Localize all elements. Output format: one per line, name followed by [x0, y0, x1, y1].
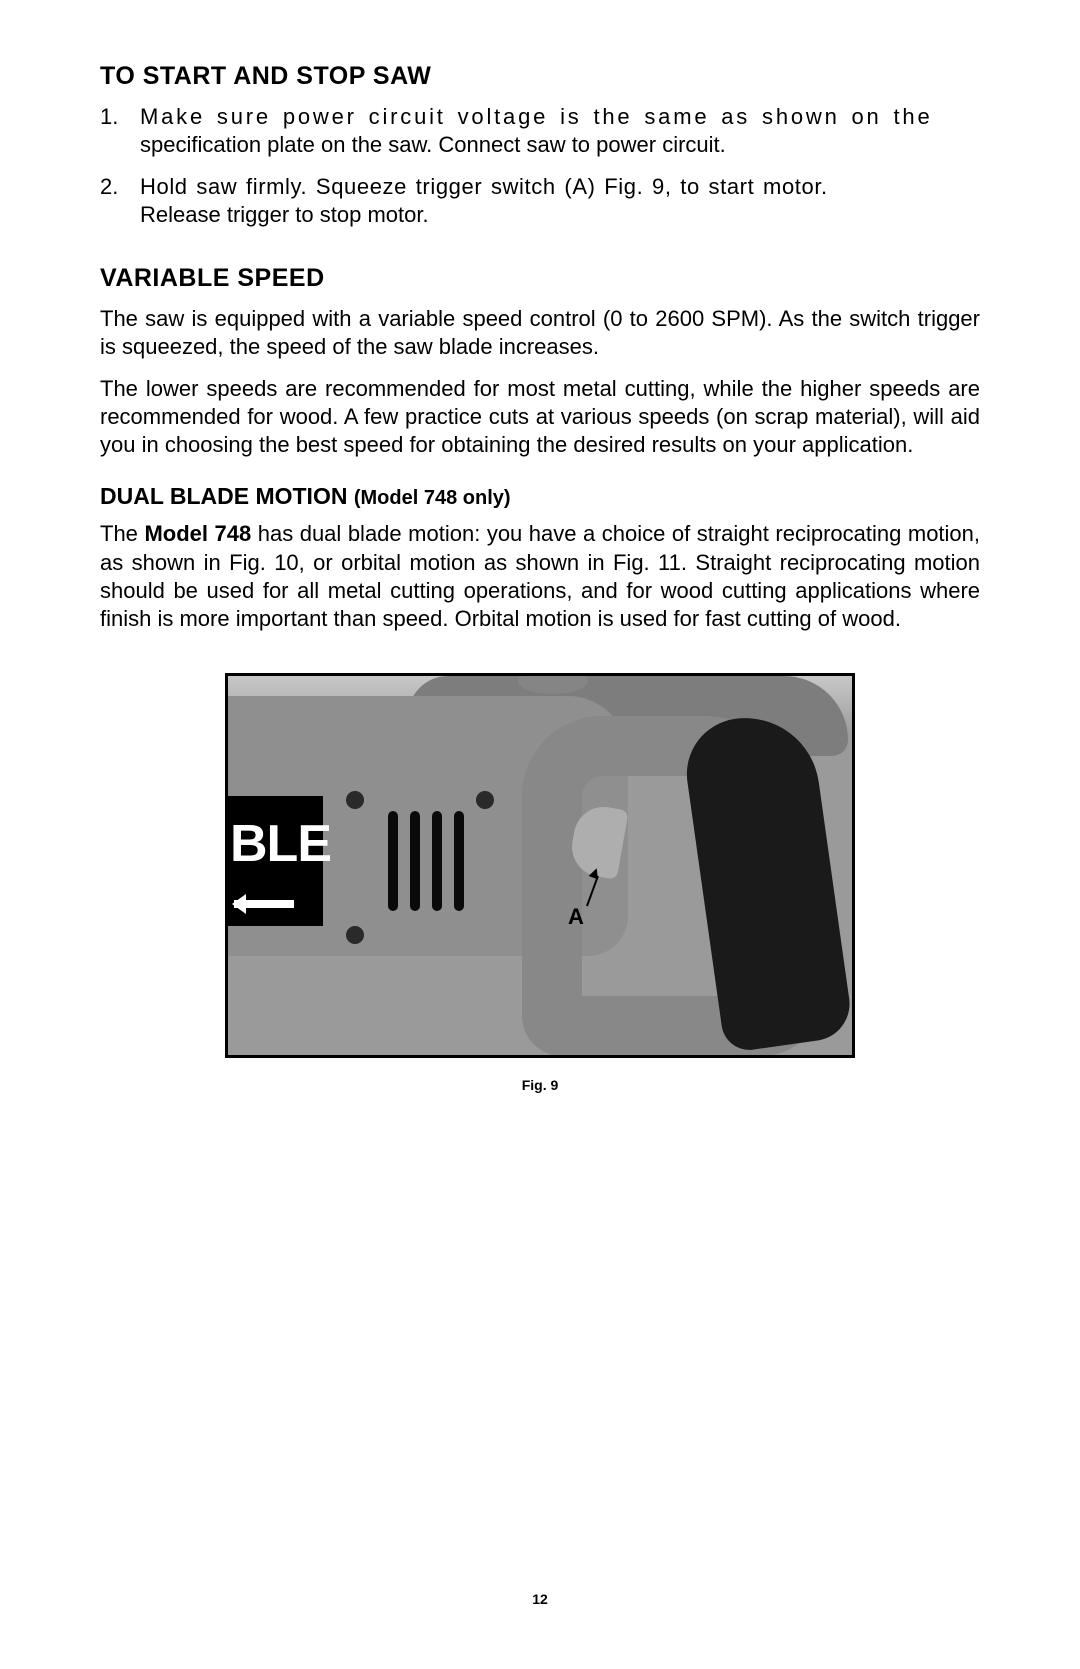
- figure-caption: Fig. 9: [100, 1077, 980, 1093]
- heading-dual-blade: DUAL BLADE MOTION (Model 748 only): [100, 483, 980, 510]
- list-text: Release trigger to stop motor.: [140, 202, 429, 227]
- heading-start-stop: TO START AND STOP SAW: [100, 62, 980, 91]
- list-number: 1.: [100, 103, 140, 159]
- paragraph: The Model 748 has dual blade motion: you…: [100, 520, 980, 633]
- callout-label-a: A: [568, 904, 584, 930]
- list-text: Hold saw firmly. Squeeze trigger switch …: [140, 174, 828, 199]
- page-number: 12: [0, 1591, 1080, 1607]
- list-text: specification plate on the saw. Connect …: [140, 132, 726, 157]
- brand-label: BLE: [228, 796, 323, 926]
- paragraph: The saw is equipped with a variable spee…: [100, 305, 980, 361]
- text-bold: Model 748: [144, 521, 251, 546]
- start-stop-list: 1. Make sure power circuit voltage is th…: [100, 103, 980, 230]
- list-number: 2.: [100, 173, 140, 229]
- heading-variable-speed: VARIABLE SPEED: [100, 264, 980, 293]
- brand-text-fragment: BLE: [230, 814, 331, 874]
- list-item: 1. Make sure power circuit voltage is th…: [100, 103, 980, 159]
- figure-image: BLE A: [225, 673, 855, 1058]
- list-item: 2. Hold saw firmly. Squeeze trigger swit…: [100, 173, 980, 229]
- list-text: Make sure power circuit voltage is the s…: [140, 104, 933, 129]
- text: The: [100, 521, 144, 546]
- paragraph: The lower speeds are recommended for mos…: [100, 375, 980, 459]
- heading-sub: (Model 748 only): [354, 487, 511, 509]
- figure-9: BLE A Fig. 9: [100, 673, 980, 1093]
- heading-main: DUAL BLADE MOTION: [100, 483, 354, 509]
